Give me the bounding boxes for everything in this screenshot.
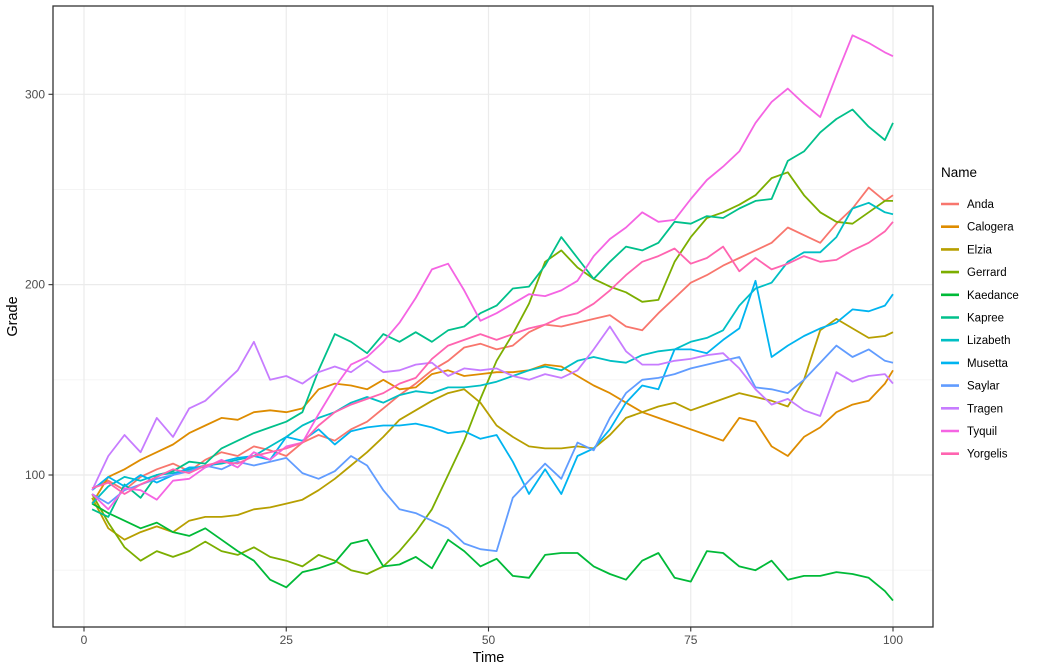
x-tick-label: 25	[280, 633, 294, 647]
legend-label-saylar: Saylar	[967, 381, 1000, 393]
series-line-saylar	[91, 344, 894, 552]
x-tick-label: 0	[81, 633, 88, 647]
y-tick-label: 100	[25, 468, 45, 482]
x-tick-label: 100	[883, 633, 903, 647]
legend-label-elzia: Elzia	[967, 244, 993, 256]
legend-label-calogera: Calogera	[967, 222, 1014, 234]
legend-label-musetta: Musetta	[967, 358, 1009, 370]
series-line-kaedance	[91, 502, 894, 602]
legend-label-tragen: Tragen	[967, 403, 1003, 415]
series-line-anda	[91, 186, 894, 492]
series-line-gerrard	[91, 171, 893, 575]
legend-label-kaedance: Kaedance	[967, 290, 1019, 302]
legend-label-yorgelis: Yorgelis	[967, 449, 1008, 461]
legend-label-tyquil: Tyquil	[967, 426, 997, 438]
x-axis-title: Time	[473, 650, 505, 666]
series-line-tragen	[91, 325, 894, 491]
panel-background	[53, 6, 933, 627]
x-tick-label: 50	[482, 633, 496, 647]
legend-title: Name	[941, 165, 977, 180]
series-line-kapree	[91, 108, 894, 518]
legend-label-gerrard: Gerrard	[967, 267, 1007, 279]
series-line-yorgelis	[91, 221, 894, 495]
legend-label-anda: Anda	[967, 199, 994, 211]
y-tick-label: 300	[25, 87, 45, 101]
series-line-musetta	[91, 279, 894, 495]
y-tick-label: 200	[25, 278, 45, 292]
y-axis-title: Grade	[5, 296, 21, 336]
panel-border	[52, 5, 934, 628]
legend-label-kapree: Kapree	[967, 313, 1004, 325]
legend-label-lizabeth: Lizabeth	[967, 335, 1010, 347]
x-tick-label: 75	[684, 633, 698, 647]
series-line-calogera	[91, 363, 894, 505]
